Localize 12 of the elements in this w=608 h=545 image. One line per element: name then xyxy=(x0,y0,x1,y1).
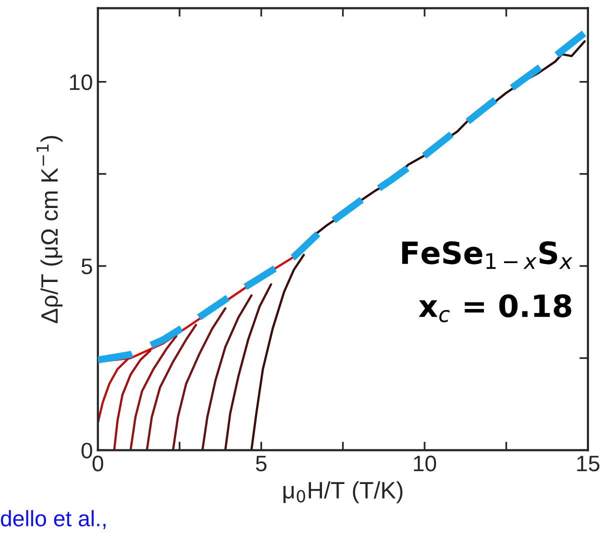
y-tick-label: 10 xyxy=(70,74,92,90)
x-tick-label: 15 xyxy=(577,456,600,472)
x-tick-label: 0 xyxy=(92,456,104,472)
y-tick-label: 5 xyxy=(82,258,92,274)
y-axis-title: Δρ/T (μΩ cm K$^{−1}$) xyxy=(36,136,63,324)
annotation: FeSe$_{1−x}$S$_{x}$ xyxy=(402,241,572,269)
text: dello et al., xyxy=(0,510,106,530)
annotation: x$_{c}$ = 0.18 xyxy=(418,294,572,322)
x-tick-label: 10 xyxy=(414,456,436,472)
y-tick-label: 0 xyxy=(82,442,92,458)
x-tick-label: 5 xyxy=(256,456,266,472)
x-axis-title: μ$_{0}$H/T (T/K) xyxy=(283,481,402,504)
